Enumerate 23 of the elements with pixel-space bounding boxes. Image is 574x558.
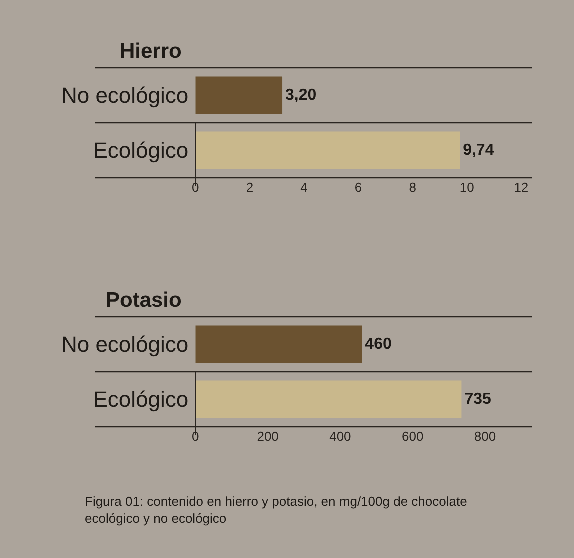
x-tick-label: 2 <box>246 180 254 195</box>
data-label: 735 <box>464 391 492 408</box>
x-tick-label: 400 <box>330 429 352 444</box>
y-tick-label: No ecológico <box>61 83 189 108</box>
x-tick-label: 200 <box>257 429 279 444</box>
chart-title: Potasio <box>106 289 182 312</box>
text: Figura 01: contenido en hierro y potasio, en mg/100g de chocolate ecológico y no ecológico <box>85 494 468 526</box>
x-tick-label: 0 <box>192 180 200 195</box>
y-tick-label: Ecológico <box>93 387 189 412</box>
x-tick-label: 8 <box>409 180 416 195</box>
x-tick-label: 800 <box>474 429 496 444</box>
x-tick-label: 0 <box>192 429 200 444</box>
y-tick-label: No ecológico <box>61 332 189 358</box>
data-label: 460 <box>365 336 392 353</box>
x-tick-label: 10 <box>460 180 474 195</box>
y-tick-label: Ecológico <box>93 138 189 164</box>
data-label: 9,74 <box>463 142 494 159</box>
x-tick-label: 600 <box>402 429 424 444</box>
x-tick-label: 4 <box>300 180 308 195</box>
x-tick-label: 6 <box>354 180 362 195</box>
chart-title: Hierro <box>120 40 182 63</box>
data-label: 3,20 <box>286 87 317 104</box>
x-tick-label: 12 <box>514 180 529 195</box>
